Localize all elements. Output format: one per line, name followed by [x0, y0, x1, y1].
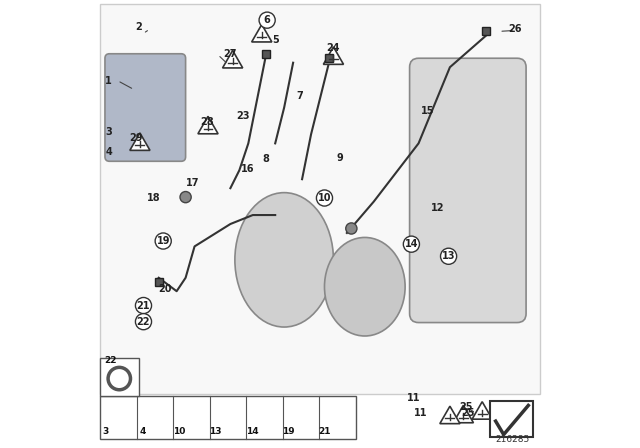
Text: 20: 20: [159, 284, 172, 294]
Ellipse shape: [324, 237, 405, 336]
FancyBboxPatch shape: [100, 396, 356, 439]
Circle shape: [136, 314, 152, 330]
FancyBboxPatch shape: [262, 50, 270, 58]
Text: 10: 10: [173, 427, 185, 436]
Polygon shape: [472, 402, 492, 419]
Polygon shape: [323, 47, 344, 65]
Circle shape: [346, 223, 357, 234]
Text: 16: 16: [241, 164, 254, 174]
Text: 28: 28: [200, 117, 214, 127]
Text: 3: 3: [103, 427, 109, 436]
Text: 216285: 216285: [495, 435, 530, 444]
Text: 19: 19: [282, 427, 294, 436]
Text: 24: 24: [326, 43, 340, 53]
FancyBboxPatch shape: [100, 358, 139, 396]
Text: 3: 3: [105, 127, 112, 137]
Text: 2: 2: [135, 22, 142, 32]
Text: 1: 1: [105, 76, 112, 86]
FancyBboxPatch shape: [410, 58, 526, 323]
Text: 9: 9: [337, 153, 344, 163]
Text: 27: 27: [223, 49, 236, 59]
Circle shape: [136, 297, 152, 314]
FancyBboxPatch shape: [482, 27, 490, 35]
Text: 5: 5: [272, 35, 278, 45]
Polygon shape: [453, 405, 474, 423]
Polygon shape: [252, 25, 272, 42]
Text: 17: 17: [186, 178, 199, 188]
FancyBboxPatch shape: [100, 4, 540, 394]
FancyBboxPatch shape: [490, 401, 533, 437]
Text: 6: 6: [264, 15, 271, 25]
Circle shape: [259, 12, 275, 28]
Polygon shape: [198, 116, 218, 134]
Text: 29: 29: [129, 133, 143, 143]
Text: 13: 13: [209, 427, 221, 436]
Text: 25: 25: [459, 402, 472, 412]
Ellipse shape: [235, 193, 333, 327]
Text: 22: 22: [137, 317, 150, 327]
Circle shape: [155, 233, 172, 249]
Text: 10: 10: [317, 193, 332, 203]
FancyBboxPatch shape: [105, 54, 186, 161]
Text: 14: 14: [404, 239, 418, 249]
Text: 11: 11: [414, 408, 428, 418]
Text: 18: 18: [147, 193, 160, 203]
Text: 15: 15: [420, 106, 435, 116]
Text: 19: 19: [156, 236, 170, 246]
Circle shape: [440, 248, 457, 264]
Text: 11: 11: [407, 393, 421, 403]
Text: 7: 7: [296, 91, 303, 101]
Polygon shape: [223, 51, 243, 68]
Polygon shape: [440, 406, 460, 424]
Text: 8: 8: [263, 154, 269, 164]
Circle shape: [403, 236, 419, 252]
Text: 14: 14: [246, 427, 258, 436]
Text: 23: 23: [236, 111, 250, 121]
Polygon shape: [130, 133, 150, 151]
Text: 4: 4: [140, 427, 146, 436]
FancyBboxPatch shape: [155, 278, 163, 286]
Text: 22: 22: [104, 356, 116, 365]
Text: 21: 21: [319, 427, 331, 436]
Circle shape: [316, 190, 333, 206]
Text: 25: 25: [461, 408, 475, 418]
Text: 4: 4: [105, 147, 112, 157]
Text: 21: 21: [137, 301, 150, 310]
FancyBboxPatch shape: [325, 54, 333, 62]
Circle shape: [180, 192, 191, 202]
Text: 12: 12: [431, 203, 444, 213]
Text: 26: 26: [508, 24, 522, 34]
Text: 13: 13: [442, 251, 455, 261]
